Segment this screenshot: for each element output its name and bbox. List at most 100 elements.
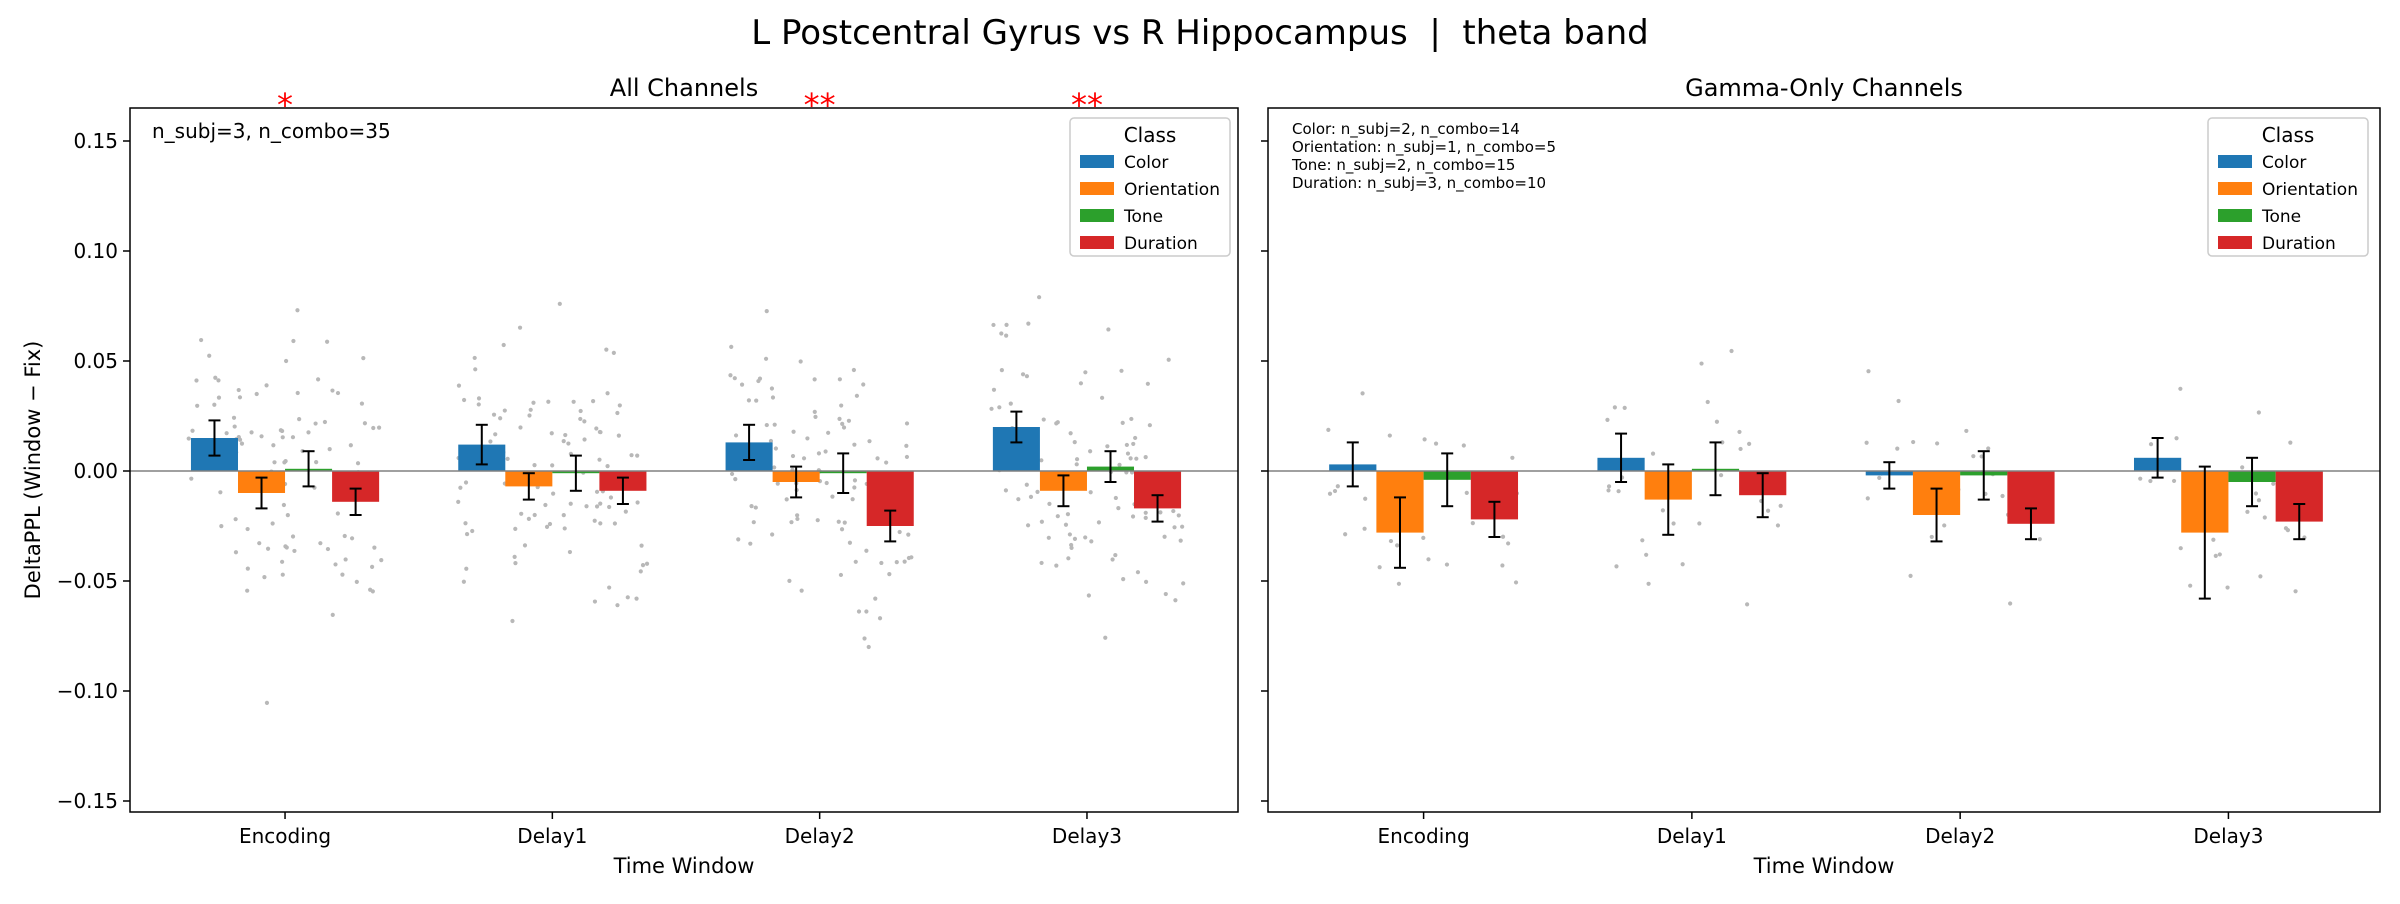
scatter-point	[1072, 440, 1077, 445]
legend-label: Orientation	[2262, 180, 2358, 200]
scatter-point	[547, 521, 553, 527]
scatter-point	[791, 429, 796, 434]
scatter-point	[464, 531, 470, 537]
scatter-point	[342, 533, 347, 539]
scatter-point	[873, 596, 878, 601]
scatter-point	[866, 644, 871, 650]
scatter-point	[772, 422, 777, 427]
scatter-point	[544, 524, 550, 529]
scatter-point	[1363, 496, 1368, 501]
scatter-point	[316, 377, 321, 382]
scatter-point	[245, 526, 250, 532]
scatter-point	[1506, 541, 1511, 546]
scatter-point	[837, 377, 842, 382]
legend-swatch	[1080, 209, 1114, 222]
scatter-point	[513, 560, 518, 566]
scatter-point	[2288, 440, 2293, 445]
scatter-point	[199, 337, 204, 343]
scatter-point	[325, 546, 331, 552]
y-tick-label: 0.00	[73, 459, 118, 483]
scatter-point	[1935, 441, 1940, 446]
scatter-point	[597, 429, 602, 435]
y-tick-label: 0.10	[73, 239, 118, 263]
scatter-point	[605, 391, 610, 396]
scatter-point	[278, 428, 283, 433]
scatter-point	[318, 541, 323, 546]
scatter-point	[354, 579, 359, 585]
scatter-point	[729, 471, 735, 477]
scatter-point	[1327, 491, 1333, 496]
legend-label: Duration	[2262, 234, 2336, 254]
scatter-point	[195, 403, 200, 408]
scatter-point	[1016, 497, 1021, 502]
panel-all-channels: −0.15 −0.10 −0.05 0.00 0.05 0.10 0.15 Encoding…	[57, 74, 1239, 878]
scatter-point	[861, 382, 866, 387]
scatter-point	[839, 527, 845, 532]
scatter-point	[813, 414, 818, 419]
scatter-point	[1421, 535, 1426, 540]
scatter-point	[1162, 534, 1167, 539]
scatter-point	[476, 396, 482, 401]
scatter-point	[1024, 482, 1029, 487]
scatter-point	[330, 388, 335, 393]
scatter-point	[764, 422, 769, 428]
scatter-point	[754, 398, 759, 403]
scatter-point	[1426, 557, 1431, 562]
x-axis-label-right: Time Window	[1753, 854, 1895, 878]
scatter-point	[1131, 441, 1136, 447]
scatter-point	[1719, 473, 1724, 478]
scatter-point	[546, 399, 551, 404]
scatter-point	[1606, 488, 1611, 493]
scatter-point	[592, 518, 597, 523]
scatter-point	[284, 358, 289, 364]
scatter-point	[906, 532, 911, 537]
x-tick-label: Delay1	[1657, 824, 1727, 848]
scatter-point	[237, 395, 243, 400]
scatter-point	[582, 437, 587, 442]
scatter-point	[1163, 591, 1168, 597]
scatter-point	[282, 460, 287, 465]
scatter-point	[1865, 496, 1870, 501]
legend-label: Tone	[1123, 207, 1163, 227]
scatter-point	[461, 397, 467, 403]
scatter-point	[1089, 539, 1094, 544]
scatter-point	[245, 588, 250, 593]
scatter-point	[887, 572, 892, 577]
scatter-point	[847, 540, 853, 545]
scatter-point	[526, 516, 531, 521]
scatter-point	[852, 478, 858, 483]
scatter-point	[846, 418, 852, 423]
scatter-point	[582, 419, 587, 424]
scatter-point	[594, 489, 600, 494]
scatter-point	[591, 399, 596, 404]
scatter-point	[1096, 520, 1102, 525]
scatter-point	[254, 391, 259, 397]
scatter-point	[1470, 521, 1475, 526]
scatter-point	[598, 521, 603, 526]
scatter-point	[343, 557, 348, 562]
scatter-point	[875, 456, 880, 461]
annotation-right-line: Orientation: n_subj=1, n_combo=5	[1292, 138, 1556, 157]
scatter-point	[2271, 481, 2276, 486]
error-bars-right	[1346, 432, 2306, 600]
scatter-point	[362, 421, 368, 426]
scatter-point	[1130, 514, 1136, 519]
scatter-point	[894, 560, 899, 565]
scatter-point	[2188, 583, 2193, 588]
scatter-point	[532, 462, 537, 468]
scatter-point	[290, 435, 296, 440]
scatter-point	[1866, 369, 1871, 374]
scatter-point	[1778, 503, 1783, 508]
scatter-point	[1116, 506, 1121, 511]
scatter-point	[756, 378, 761, 384]
y-axis-label: DeltaPPL (Window − Fix)	[21, 341, 45, 600]
scatter-point	[290, 534, 296, 539]
scatter-point	[748, 541, 753, 546]
scatter-point	[625, 595, 630, 600]
scatter-point	[2285, 527, 2291, 533]
scatter-point	[1705, 399, 1710, 405]
scatter-point	[510, 618, 515, 624]
scatter-point	[262, 574, 267, 580]
scatter-point	[551, 491, 556, 496]
scatter-point	[216, 395, 222, 400]
